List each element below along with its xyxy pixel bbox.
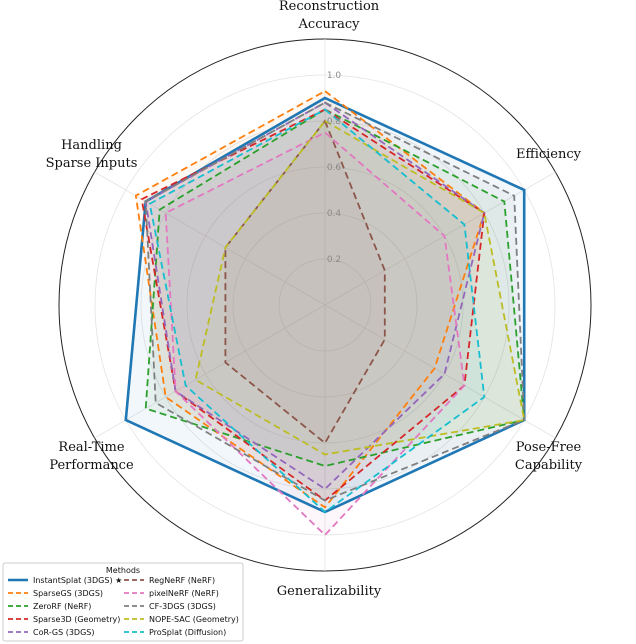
axis-label: Real-Time — [58, 440, 124, 455]
series-line — [144, 108, 526, 467]
series-line — [164, 131, 466, 537]
series-fill — [195, 121, 525, 455]
legend-entry-label: Sparse3D (Geometry) — [33, 615, 120, 624]
legend-entry-label: pixelNeRF (NeRF) — [149, 589, 219, 598]
radial-ticks: 0.2 0.4 0.6 0.8 1.0 — [327, 71, 342, 265]
grid-spoke — [324, 171, 556, 306]
series-fill — [145, 102, 525, 501]
series-line — [148, 108, 486, 514]
axis-label: Handling — [61, 138, 122, 153]
grid-spoke — [324, 304, 556, 439]
axis-label: Sparse Inputs — [46, 156, 138, 171]
series-line — [194, 119, 526, 456]
series-fill — [125, 98, 525, 512]
radial-tick-label: 0.2 — [327, 255, 341, 265]
axis-label: Performance — [49, 458, 134, 473]
series-fill — [225, 121, 385, 443]
axis-label: Capability — [515, 458, 583, 473]
legend-entry-label: RegNeRF (NeRF) — [149, 576, 215, 585]
axis-label: Efficiency — [516, 147, 582, 162]
legend-entry-label: SparseGS (3DGS) — [33, 589, 103, 598]
axis-label: Pose-Free — [516, 440, 582, 455]
radar-grid — [58, 38, 592, 572]
radial-tick-label: 1.0 — [327, 71, 342, 81]
legend-title: Methods — [106, 566, 140, 575]
series-fill — [135, 91, 485, 508]
radial-tick-label: 0.4 — [327, 209, 342, 219]
axis-labels: Reconstruction Accuracy Efficiency Pose-Fre… — [46, 0, 583, 599]
axis-label: Reconstruction — [279, 0, 380, 14]
grid-spoke — [94, 171, 326, 306]
radial-tick-label: 0.8 — [327, 117, 342, 127]
axis-label: Generalizability — [277, 584, 382, 599]
radial-tick-label: 0.6 — [327, 163, 342, 173]
legend-entry-label: NOPE-SAC (Geometry) — [149, 615, 239, 624]
legend: Methods InstantSplat (3DGS) ★ SparseGS (3… — [2, 562, 244, 642]
legend-entry-label: ZeroRF (NeRF) — [33, 602, 91, 611]
radar-series — [124, 90, 526, 537]
series-fill — [145, 109, 525, 466]
axis-label: Accuracy — [298, 17, 361, 32]
series-line — [144, 101, 526, 502]
series-fill — [141, 109, 485, 501]
grid-spoke — [94, 304, 326, 439]
legend-box — [2, 562, 244, 642]
series-fill — [145, 102, 485, 489]
legend-entry-label: CoR-GS (3DGS) — [33, 628, 94, 637]
legend-entry-label: CF-3DGS (3DGS) — [149, 602, 216, 611]
legend-entry-label: InstantSplat (3DGS) ★ — [33, 576, 122, 585]
legend-entry-label: ProSplat (Diffusion) — [149, 628, 226, 637]
